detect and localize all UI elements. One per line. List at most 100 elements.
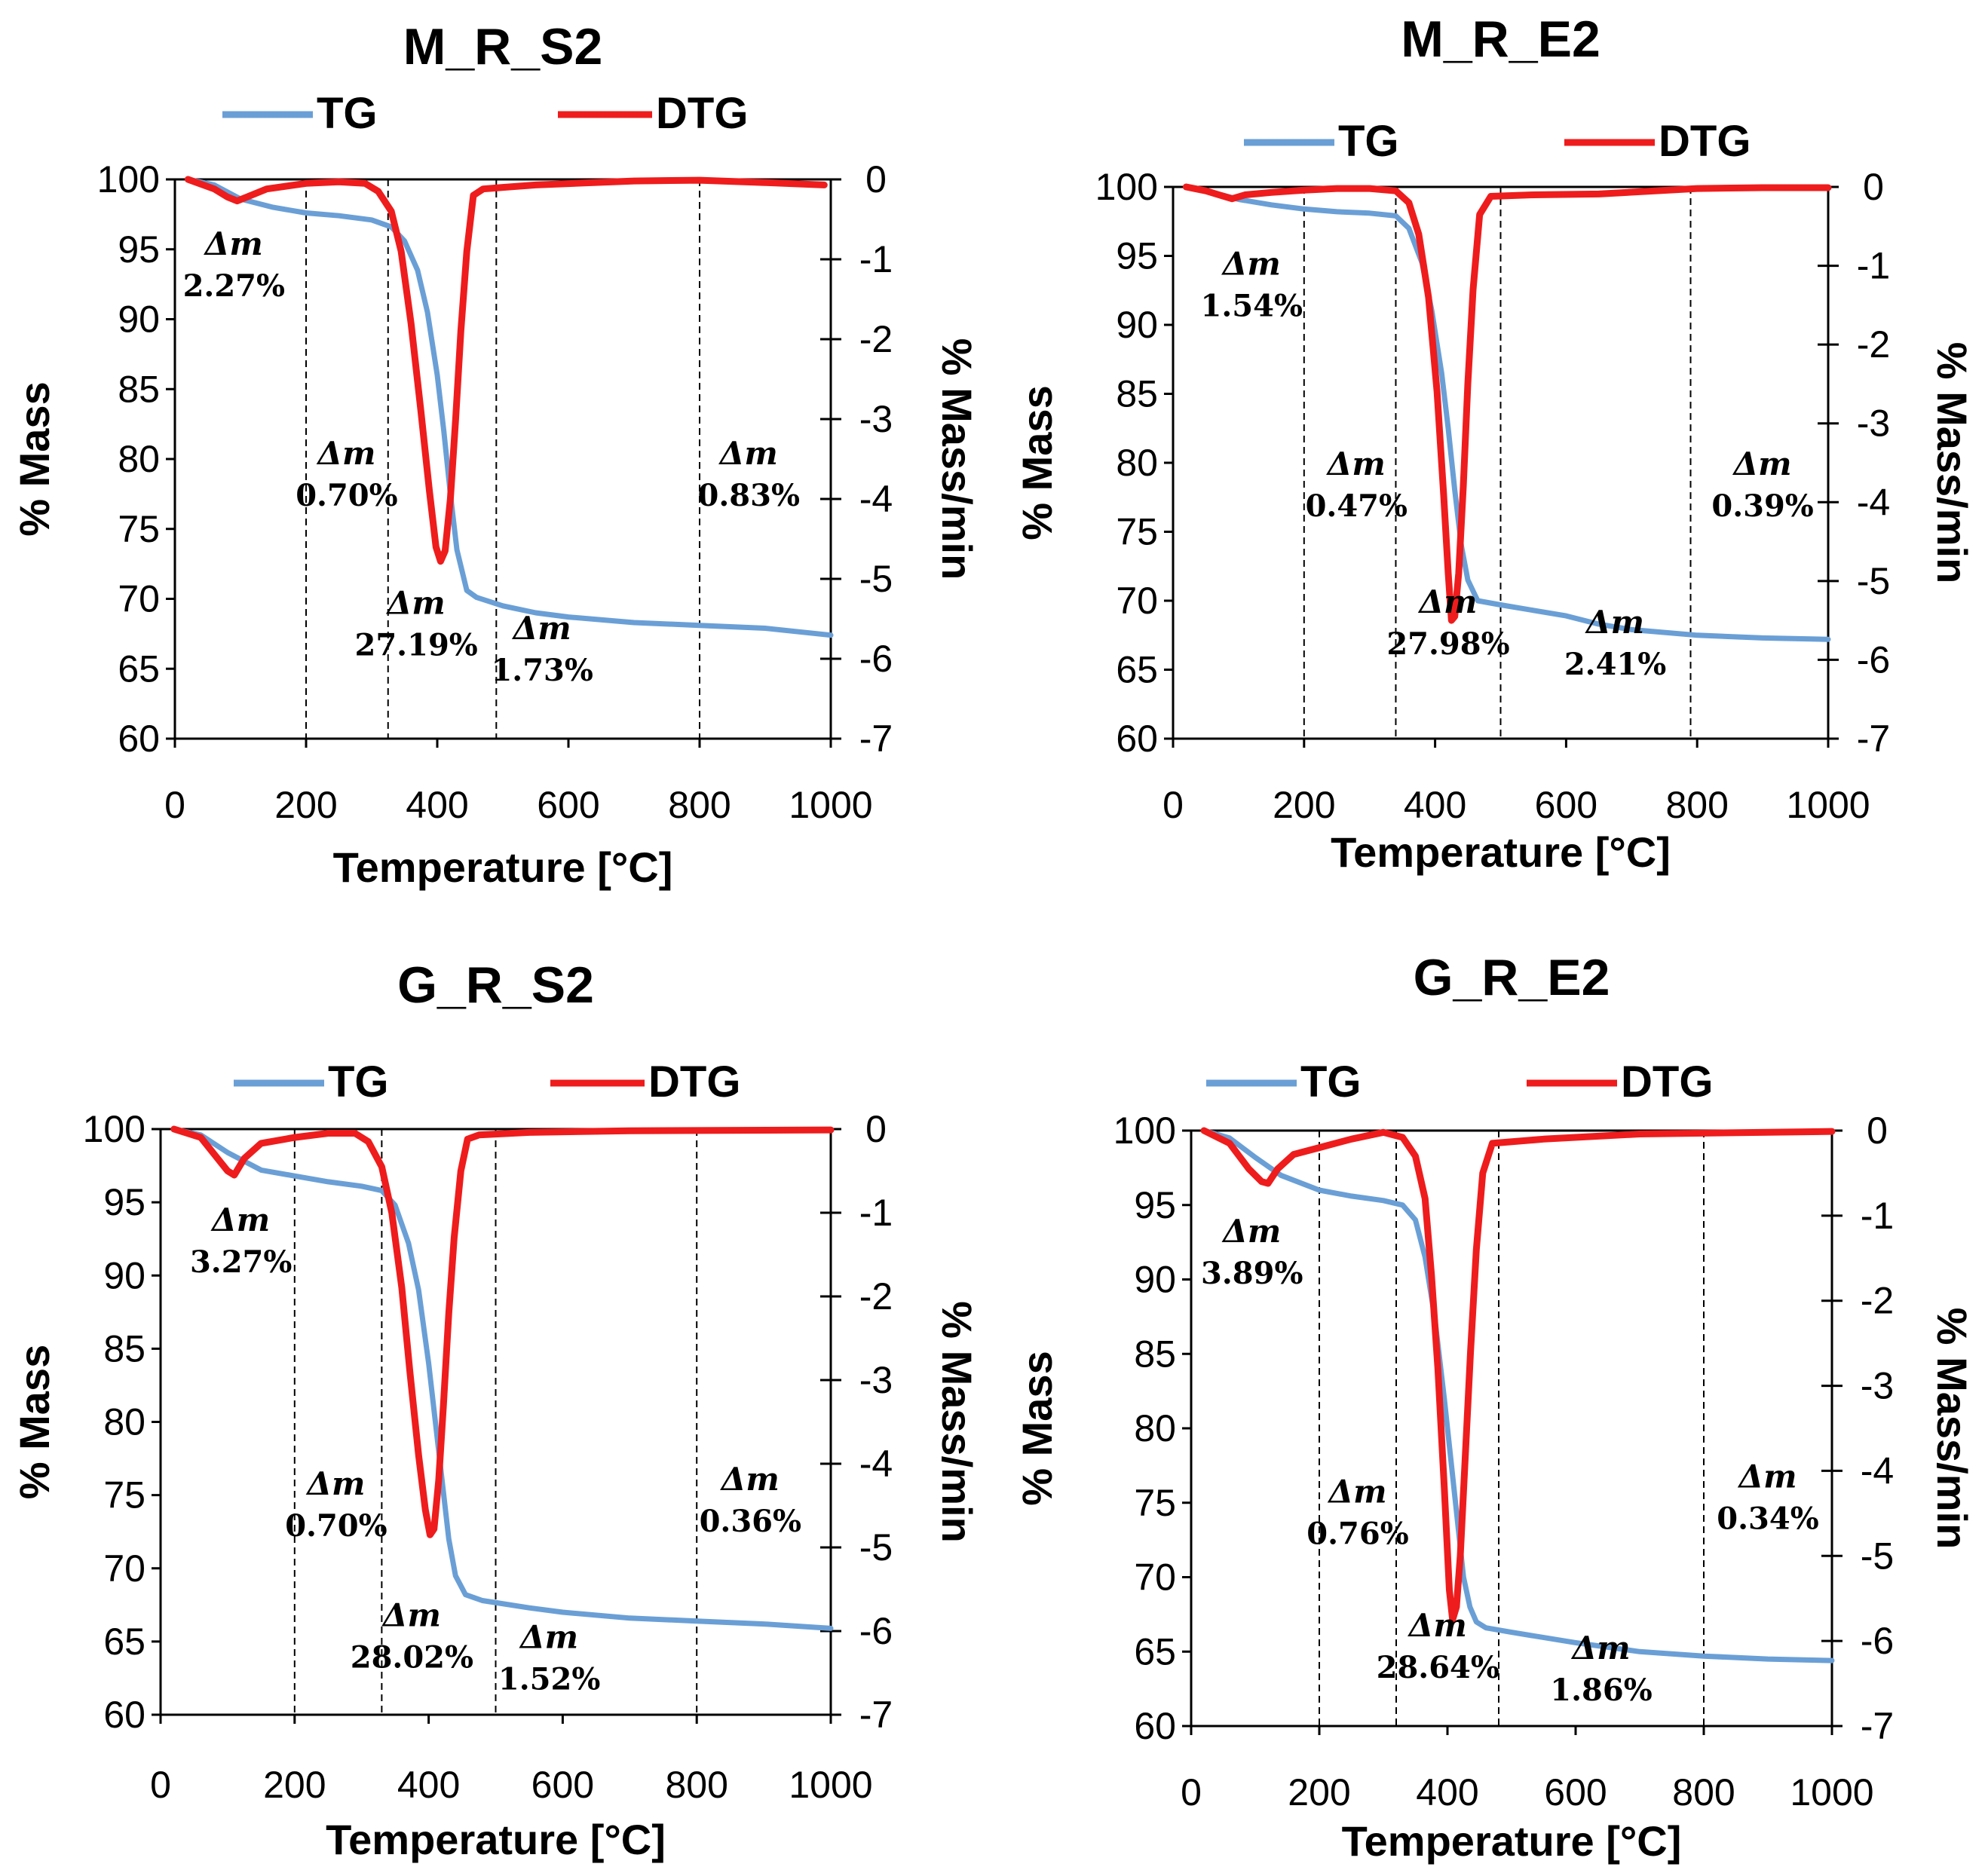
y-right-axis-title: % Mass/min <box>933 1301 981 1543</box>
delta-m-value: 0.47% <box>1306 488 1408 524</box>
y-left-tick-label: 95 <box>1116 235 1158 277</box>
delta-m-value: 0.83% <box>698 478 800 513</box>
tg-series-line <box>1201 1128 1835 1663</box>
y-left-tick-label: 65 <box>1134 1630 1176 1673</box>
delta-m-symbol: Δm <box>1221 1213 1281 1250</box>
y-left-axis-title: % Mass <box>1013 1351 1061 1505</box>
y-left-tick-label: 80 <box>118 438 160 480</box>
delta-m-symbol: Δm <box>720 1461 780 1498</box>
legend-dtg-label: DTG <box>656 89 748 138</box>
x-tick-label: 0 <box>1162 784 1184 826</box>
delta-m-symbol: Δm <box>1327 1473 1386 1510</box>
x-tick-label: 200 <box>1273 784 1335 826</box>
x-tick-label: 800 <box>1665 784 1728 826</box>
y-left-tick-label: 95 <box>1134 1184 1176 1226</box>
y-right-tick-label: 0 <box>865 1108 887 1150</box>
y-right-tick-label: -5 <box>1857 560 1890 602</box>
y-right-tick-label: -4 <box>1857 481 1890 523</box>
y-right-tick-label: 0 <box>1863 166 1884 208</box>
delta-m-value: 3.27% <box>190 1244 292 1280</box>
y-right-tick-label: -1 <box>859 1192 893 1234</box>
chart-title: M_R_S2 <box>403 18 603 75</box>
y-left-tick-label: 70 <box>1134 1556 1176 1599</box>
x-tick-label: 1000 <box>789 1764 872 1806</box>
legend-dtg-label: DTG <box>648 1057 740 1106</box>
delta-m-value: 27.19% <box>355 628 478 663</box>
delta-m-symbol: Δm <box>1221 245 1281 282</box>
x-tick-label: 1000 <box>1790 1771 1873 1813</box>
delta-m-symbol: Δm <box>305 1465 365 1502</box>
delta-m-value: 27.98% <box>1386 626 1509 662</box>
x-axis-title: Temperature [°C] <box>1331 828 1671 876</box>
delta-m-symbol: Δm <box>1417 583 1477 620</box>
y-left-axis-title: % Mass <box>11 381 58 536</box>
y-left-tick-label: 100 <box>83 1108 146 1150</box>
x-tick-label: 600 <box>1535 784 1597 826</box>
y-right-tick-label: -6 <box>859 1610 893 1652</box>
y-right-tick-label: -6 <box>1861 1620 1894 1662</box>
y-left-tick-label: 85 <box>1116 373 1158 415</box>
legend-dtg-label: DTG <box>1659 117 1751 166</box>
y-right-tick-label: -2 <box>859 318 893 360</box>
delta-m-value: 3.89% <box>1201 1256 1303 1291</box>
y-left-axis-title: % Mass <box>1013 385 1061 540</box>
delta-m-symbol: Δm <box>1732 445 1792 482</box>
y-right-tick-label: -1 <box>1861 1195 1894 1237</box>
x-tick-label: 1000 <box>789 784 872 826</box>
y-left-tick-label: 80 <box>103 1401 146 1443</box>
x-tick-label: 400 <box>397 1764 460 1806</box>
delta-m-symbol: Δm <box>316 435 375 472</box>
y-left-tick-label: 75 <box>1116 511 1158 553</box>
delta-m-symbol: Δm <box>1326 445 1386 482</box>
y-right-tick-label: -6 <box>859 638 893 680</box>
delta-m-value: 1.52% <box>498 1662 600 1697</box>
y-left-tick-label: 60 <box>1134 1705 1176 1747</box>
delta-m-value: 0.36% <box>700 1504 801 1539</box>
delta-m-symbol: Δm <box>519 1619 578 1656</box>
y-left-tick-label: 80 <box>1134 1407 1176 1449</box>
y-left-tick-label: 60 <box>118 718 160 760</box>
x-tick-label: 400 <box>1416 1771 1478 1813</box>
x-tick-label: 800 <box>1672 1771 1735 1813</box>
x-tick-label: 200 <box>263 1764 326 1806</box>
dtg-series-line <box>184 176 828 565</box>
y-right-tick-label: -3 <box>1861 1365 1894 1407</box>
y-left-tick-label: 65 <box>118 647 160 690</box>
y-left-tick-label: 90 <box>103 1254 146 1296</box>
delta-m-symbol: Δm <box>1585 604 1644 641</box>
x-tick-label: 200 <box>274 784 337 826</box>
x-axis-title: Temperature [°C] <box>326 1816 666 1863</box>
y-right-tick-label: -5 <box>859 558 893 600</box>
delta-m-symbol: Δm <box>1737 1458 1797 1495</box>
y-left-tick-label: 85 <box>103 1327 146 1370</box>
y-left-tick-label: 100 <box>1113 1109 1176 1152</box>
x-tick-label: 0 <box>150 1764 171 1806</box>
delta-m-value: 0.34% <box>1717 1501 1818 1537</box>
delta-m-symbol: Δm <box>718 435 778 472</box>
x-tick-label: 400 <box>1404 784 1466 826</box>
y-right-tick-label: -4 <box>859 478 893 520</box>
y-left-tick-label: 75 <box>103 1474 146 1517</box>
delta-m-value: 0.70% <box>296 478 397 513</box>
dtg-series-line <box>170 1125 835 1538</box>
y-left-tick-label: 90 <box>1116 304 1158 346</box>
chart-title: G_R_S2 <box>397 956 594 1014</box>
x-tick-label: 600 <box>1544 1771 1607 1813</box>
y-left-tick-label: 65 <box>103 1621 146 1663</box>
chart-title: G_R_E2 <box>1414 949 1610 1006</box>
y-right-tick-label: -2 <box>859 1275 893 1318</box>
x-tick-label: 0 <box>1181 1771 1202 1813</box>
y-right-tick-label: -3 <box>859 1359 893 1401</box>
dtg-series-line <box>1182 183 1832 624</box>
y-left-tick-label: 60 <box>1116 718 1158 760</box>
y-right-tick-label: -5 <box>859 1526 893 1569</box>
delta-m-symbol: Δm <box>204 225 263 262</box>
y-right-tick-label: -2 <box>1857 323 1890 366</box>
y-right-tick-label: -7 <box>1861 1705 1894 1747</box>
x-tick-label: 800 <box>668 784 731 826</box>
chart-title: M_R_E2 <box>1401 11 1601 68</box>
x-tick-label: 600 <box>537 784 599 826</box>
y-right-tick-label: -4 <box>859 1443 893 1485</box>
delta-m-symbol: Δm <box>210 1201 270 1238</box>
